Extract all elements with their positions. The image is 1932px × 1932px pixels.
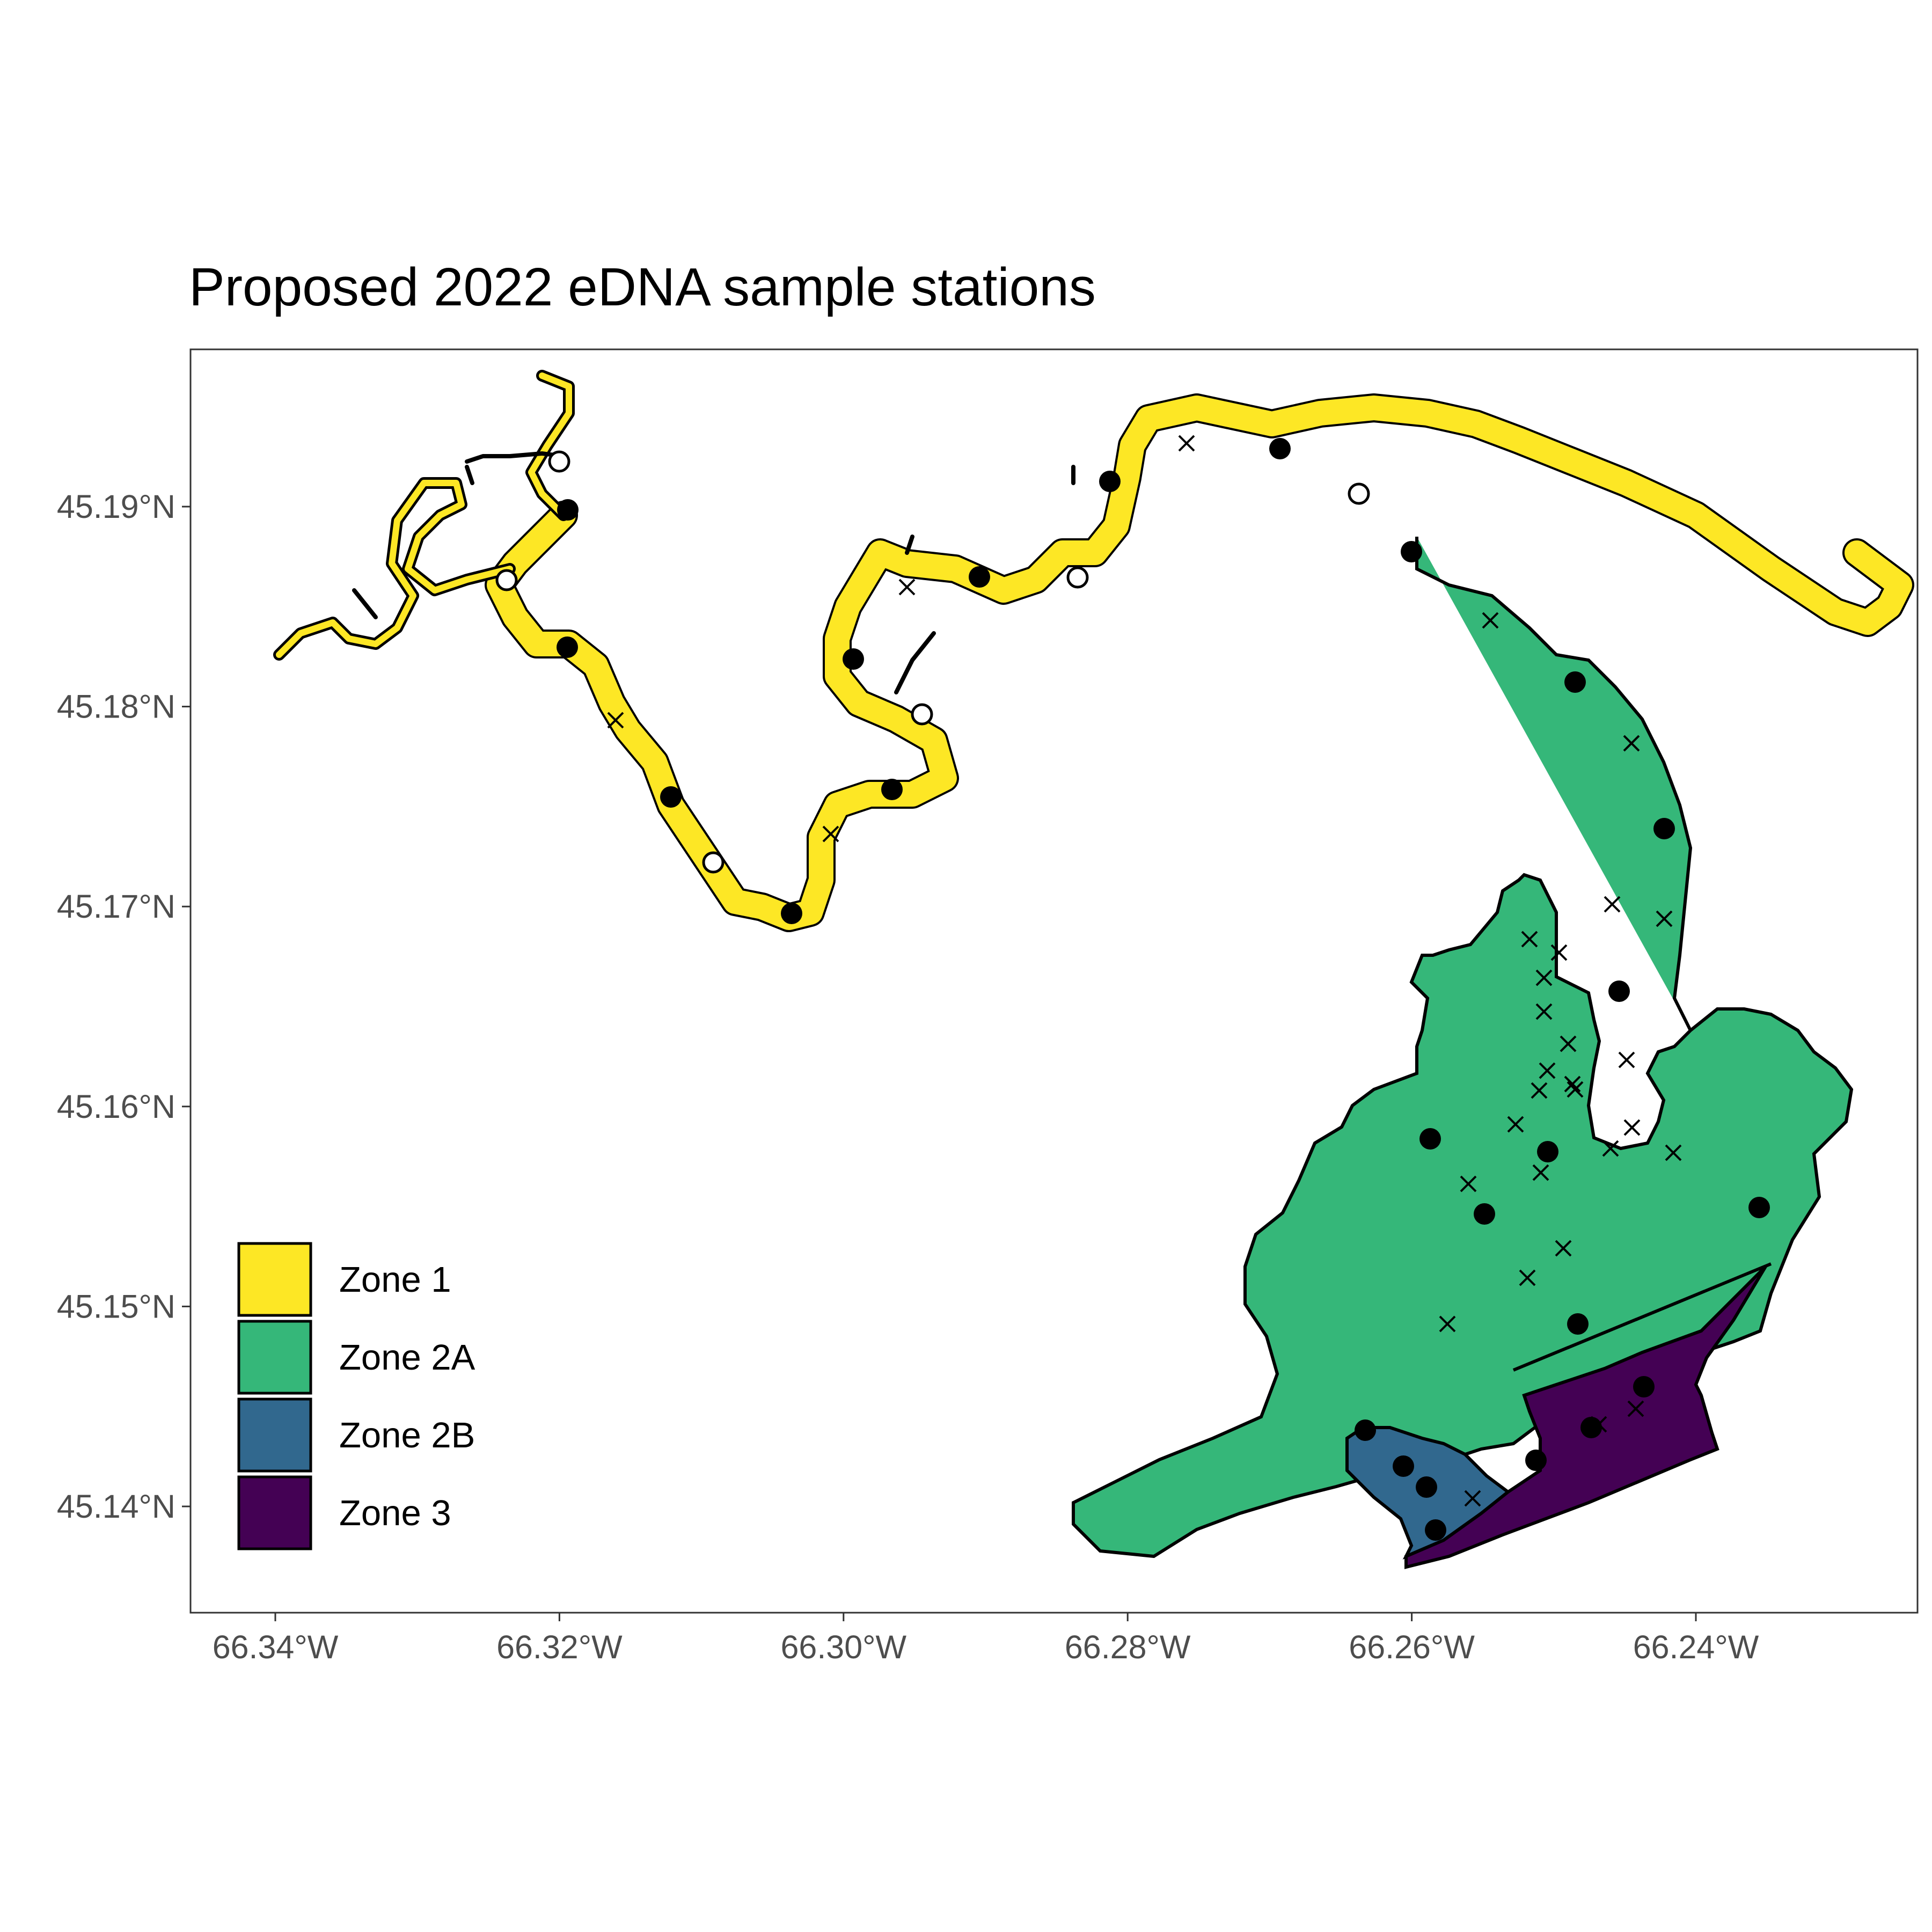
y-tick-label: 45.18°N xyxy=(57,689,175,725)
station-point-filled xyxy=(1401,541,1422,562)
station-point-filled xyxy=(1564,671,1586,693)
legend-key xyxy=(237,1475,312,1550)
station-point-cross xyxy=(1602,1140,1619,1157)
station-point-cross xyxy=(1623,1119,1641,1136)
legend-key xyxy=(237,1242,312,1317)
station-point-open xyxy=(911,703,933,726)
station-point-cross xyxy=(1623,735,1640,752)
x-tick-label: 66.34°W xyxy=(213,1629,339,1665)
y-tick-label: 45.17°N xyxy=(57,888,175,925)
station-point-cross xyxy=(1532,1164,1549,1181)
station-point-cross xyxy=(1521,931,1538,948)
x-tick-label: 66.26°W xyxy=(1349,1629,1475,1665)
x-axis: 66.34°W 66.32°W 66.30°W 66.28°W 66.26°W 66.24… xyxy=(213,1613,1759,1665)
station-point-open xyxy=(1348,482,1370,505)
station-point-cross xyxy=(1550,944,1568,961)
map-title: Proposed 2022 eDNA sample stations xyxy=(189,257,1096,317)
zone-1-tributary-fill xyxy=(276,372,572,658)
station-point-filled xyxy=(557,636,578,658)
legend-key xyxy=(237,1320,312,1395)
zone-1-fill xyxy=(487,396,1912,930)
station-point-filled xyxy=(843,648,864,670)
x-tick-label: 66.30°W xyxy=(780,1629,906,1665)
station-point-cross xyxy=(1665,1144,1682,1161)
y-tick-label: 45.15°N xyxy=(57,1288,175,1324)
station-point-filled xyxy=(969,566,990,588)
zone-1-shoreline-fragments xyxy=(352,451,1075,694)
station-point-cross xyxy=(1656,910,1673,927)
station-point-filled xyxy=(881,779,903,800)
station-point-cross xyxy=(1618,1051,1635,1069)
station-point-cross xyxy=(822,825,839,843)
station-point-open xyxy=(548,450,570,473)
station-point-cross xyxy=(1555,1240,1572,1257)
station-point-cross xyxy=(1604,896,1621,913)
legend: Zone 1 Zone 2A Zone 2B Zone 3 xyxy=(237,1242,475,1550)
station-point-cross xyxy=(1535,1003,1553,1020)
zone-1-river xyxy=(485,393,1914,932)
station-point-cross xyxy=(1519,1269,1536,1286)
station-point-filled xyxy=(1355,1419,1376,1441)
station-point-cross xyxy=(1531,1082,1548,1099)
station-point-cross xyxy=(898,579,916,596)
station-point-cross xyxy=(1482,612,1499,629)
station-point-filled xyxy=(1425,1519,1446,1541)
station-point-filled xyxy=(660,786,682,808)
legend-label: Zone 2A xyxy=(339,1337,475,1378)
station-point-filled xyxy=(1748,1197,1770,1218)
zone-boundary-line xyxy=(1512,1262,1772,1372)
station-point-filled xyxy=(1099,471,1121,492)
station-point-cross xyxy=(1535,969,1553,986)
station-point-filled xyxy=(1474,1203,1495,1225)
station-point-open xyxy=(702,851,724,874)
station-point-cross xyxy=(1507,1116,1524,1133)
station-point-filled xyxy=(1653,818,1675,839)
station-point-filled xyxy=(1393,1455,1414,1477)
station-point-filled xyxy=(1269,438,1291,459)
legend-key xyxy=(237,1397,312,1473)
station-point-cross xyxy=(1590,1416,1607,1433)
station-point-filled xyxy=(557,499,579,521)
station-point-filled xyxy=(1567,1313,1589,1335)
station-point-filled xyxy=(1416,1476,1437,1498)
station-point-filled xyxy=(1537,1141,1558,1162)
legend-label: Zone 3 xyxy=(339,1493,451,1533)
station-point-cross xyxy=(1564,1075,1581,1093)
legend-label: Zone 2B xyxy=(339,1415,475,1455)
station-point-filled xyxy=(1608,980,1630,1002)
x-tick-label: 66.28°W xyxy=(1065,1629,1191,1665)
zone-1-upper-reaches xyxy=(273,370,1075,694)
station-point-cross xyxy=(1560,1035,1577,1052)
station-point-filled xyxy=(1633,1376,1655,1397)
station-point-cross xyxy=(1567,1081,1584,1098)
y-axis: 45.14°N 45.15°N 45.16°N 45.17°N 45.18°N 45.19… xyxy=(57,488,191,1525)
station-point-cross xyxy=(1464,1490,1481,1507)
station-point-filled xyxy=(1419,1128,1441,1150)
station-point-filled xyxy=(781,903,802,924)
station-point-cross xyxy=(1539,1062,1556,1079)
station-point-filled xyxy=(1580,1417,1602,1438)
station-point-cross xyxy=(607,712,624,729)
station-point-cross xyxy=(1178,435,1195,452)
station-point-filled xyxy=(1525,1450,1547,1471)
y-tick-label: 45.19°N xyxy=(57,488,175,525)
station-point-cross xyxy=(1627,1400,1644,1417)
x-tick-label: 66.24°W xyxy=(1633,1629,1759,1665)
station-point-open xyxy=(1066,566,1089,589)
station-point-cross xyxy=(1460,1175,1477,1192)
y-tick-label: 45.14°N xyxy=(57,1488,175,1525)
y-tick-label: 45.16°N xyxy=(57,1088,175,1125)
legend-label: Zone 1 xyxy=(339,1260,451,1300)
station-point-open xyxy=(495,569,518,591)
station-point-cross xyxy=(1439,1315,1456,1333)
x-tick-label: 66.32°W xyxy=(496,1629,623,1665)
sample-stations xyxy=(495,435,1770,1541)
